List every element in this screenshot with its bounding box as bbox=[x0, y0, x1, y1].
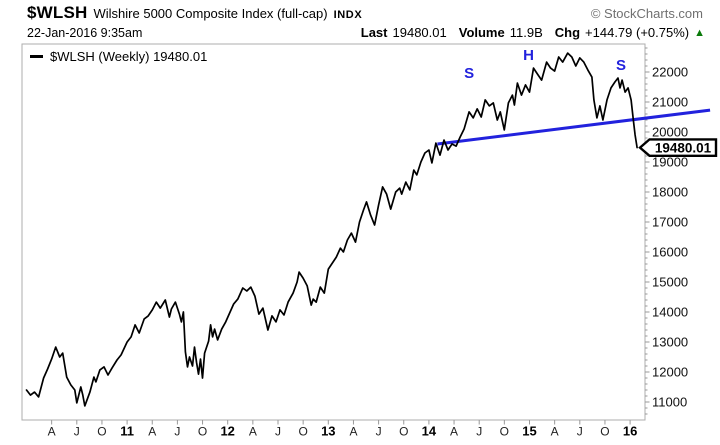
volume-value: 11.9B bbox=[509, 25, 543, 40]
x-axis-label: J bbox=[476, 425, 482, 439]
x-axis-label: 15 bbox=[522, 424, 536, 439]
x-axis-label: J bbox=[376, 425, 382, 439]
chg-label: Chg bbox=[554, 25, 581, 40]
x-axis-label: 13 bbox=[321, 424, 335, 439]
pattern-label-s: S bbox=[464, 65, 474, 82]
plot-frame bbox=[21, 43, 646, 421]
x-axis-label: A bbox=[148, 425, 156, 439]
legend-value: 19480.01 bbox=[153, 49, 208, 64]
x-axis-label: O bbox=[500, 425, 509, 439]
y-axis-label: 14000 bbox=[652, 305, 688, 320]
x-axis-label: A bbox=[249, 425, 257, 439]
x-axis-label: O bbox=[298, 425, 307, 439]
y-axis-label: 19000 bbox=[652, 155, 688, 170]
quote-values: Last 19480.01 Volume 11.9B Chg +144.79 (+0.75… bbox=[349, 25, 705, 40]
y-axis-label: 16000 bbox=[652, 245, 688, 260]
x-axis-label: O bbox=[198, 425, 207, 439]
y-axis-label: 11000 bbox=[652, 395, 687, 410]
y-axis-label: 22000 bbox=[652, 65, 688, 80]
pattern-label-s: S bbox=[616, 57, 626, 74]
legend-label: $WLSH (Weekly) bbox=[50, 49, 150, 64]
last-value: 19480.01 bbox=[392, 25, 447, 40]
x-axis-label: A bbox=[349, 425, 357, 439]
x-axis-label: 12 bbox=[220, 424, 234, 439]
volume-label: Volume bbox=[458, 25, 505, 40]
y-axis-label: 15000 bbox=[652, 275, 688, 290]
chart-legend: $WLSH (Weekly) 19480.01 bbox=[30, 49, 207, 64]
y-axis-label: 21000 bbox=[652, 95, 688, 110]
up-triangle-icon: ▲ bbox=[694, 27, 705, 39]
x-axis-label: A bbox=[551, 425, 559, 439]
index-description: Wilshire 5000 Composite Index (full-cap) bbox=[93, 6, 328, 21]
chg-value: +144.79 (+0.75%) bbox=[585, 25, 690, 40]
pattern-label-h: H bbox=[523, 47, 534, 64]
x-axis-label: J bbox=[577, 425, 583, 439]
last-price-tag-value: 19480.01 bbox=[655, 140, 712, 155]
exchange-label: INDX bbox=[333, 9, 363, 21]
x-axis-label: O bbox=[97, 425, 106, 439]
trendline bbox=[437, 108, 711, 146]
x-axis-label: J bbox=[275, 425, 281, 439]
x-axis-label: 16 bbox=[623, 424, 637, 439]
last-price-tag bbox=[638, 138, 718, 157]
price-line bbox=[25, 52, 638, 407]
x-axis-label: 11 bbox=[120, 424, 134, 439]
y-axis-label: 18000 bbox=[652, 185, 688, 200]
y-axis-label: 12000 bbox=[652, 365, 688, 380]
x-axis-label: A bbox=[48, 425, 56, 439]
series-color-swatch-icon bbox=[30, 55, 43, 58]
x-axis-label: J bbox=[174, 425, 180, 439]
y-axis-label: 20000 bbox=[652, 125, 688, 140]
stockcharts-copyright: © StockCharts.com bbox=[590, 6, 703, 21]
ticker-symbol: $WLSH bbox=[27, 3, 88, 22]
y-axis-label: 17000 bbox=[652, 215, 688, 230]
x-axis-label: A bbox=[450, 425, 458, 439]
chart-header: $WLSH Wilshire 5000 Composite Index (full… bbox=[27, 3, 713, 25]
x-axis-label: O bbox=[399, 425, 408, 439]
quote-datetime: 22-Jan-2016 9:35am bbox=[27, 26, 143, 40]
quote-line: 22-Jan-2016 9:35am Last 19480.01 Volume 11.… bbox=[27, 25, 713, 42]
y-axis-label: 13000 bbox=[652, 335, 688, 350]
x-axis-label: O bbox=[600, 425, 609, 439]
x-axis-label: 14 bbox=[422, 424, 437, 439]
x-axis-label: J bbox=[74, 425, 80, 439]
last-label: Last bbox=[360, 25, 388, 40]
